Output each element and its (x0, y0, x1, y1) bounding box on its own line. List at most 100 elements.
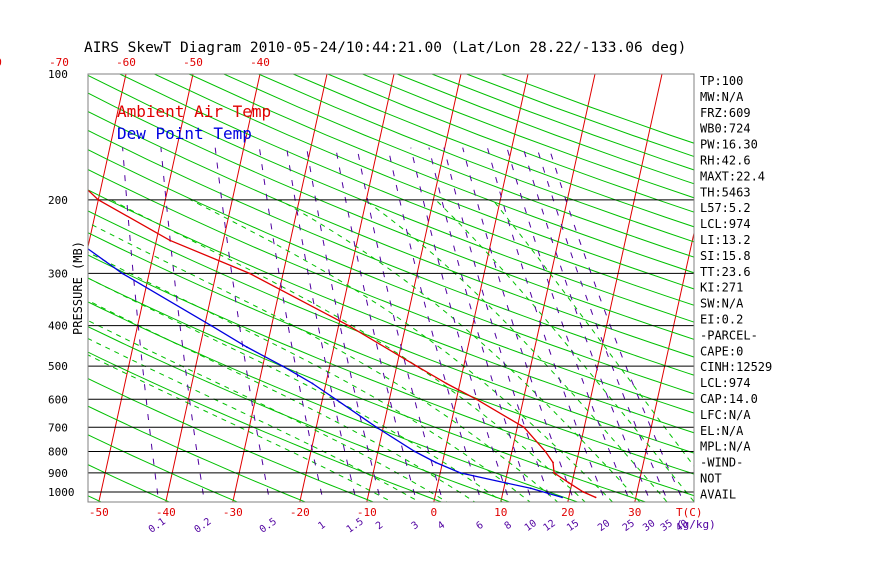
index-entry: WB0:724 (700, 122, 751, 136)
ambient-air-temp-point (523, 426, 525, 428)
dew-point-temp-point (335, 398, 337, 400)
dew-point-temp-point (561, 497, 563, 499)
dew-point-temp-point (246, 346, 248, 348)
top-temp-tick-label: -40 (250, 56, 270, 69)
ambient-air-temp-point (568, 482, 570, 484)
dry-adiabat-line (171, 34, 870, 510)
isotherm-line (834, 33, 870, 509)
dew-point-temp-point (312, 383, 314, 385)
mixing-ratio-tick-label: 1 (316, 520, 327, 532)
indices-panel: TP:100MW:N/AFRZ:609WB0:724PW:16.30RH:42.… (700, 74, 772, 501)
dry-adiabat-line (0, 34, 599, 510)
top-temp-tick-label: -80 (0, 56, 2, 69)
index-entry: LFC:N/A (700, 408, 751, 422)
mixing-ratio-tick-label: 4 (436, 520, 447, 532)
mixing-ratio-line (307, 148, 383, 510)
mixing-ratio-line (411, 148, 512, 510)
top-temp-tick-label: -70 (49, 56, 69, 69)
chart-title: AIRS SkewT Diagram 2010-05-24/10:44:21.0… (84, 40, 686, 56)
dry-adiabat-line (0, 34, 668, 510)
pressure-tick-label: 100 (48, 68, 68, 81)
ambient-air-temp-point (552, 462, 554, 464)
mixing-ratio-tick-label: 25 (621, 518, 637, 534)
mixing-ratio-tick-label: 20 (596, 518, 612, 534)
bottom-temp-tick-label: 30 (628, 506, 641, 519)
mixing-ratio-tick-label: 1.5 (345, 516, 366, 535)
index-entry: CAP:14.0 (700, 392, 758, 406)
index-entry: LCL:974 (700, 376, 751, 390)
mixing-ratio-tick-label: 0.1 (147, 516, 168, 535)
pressure-tick-label: 800 (48, 445, 68, 458)
legend-entry: Dew Point Temp (117, 124, 252, 143)
index-entry: TP:100 (700, 74, 743, 88)
mixing-ratio-tick-label: 30 (641, 518, 657, 534)
pressure-tick-label: 700 (48, 421, 68, 434)
ambient-air-temp-point (97, 199, 99, 201)
index-entry: EL:N/A (700, 424, 744, 438)
dew-point-temp-point (44, 199, 46, 201)
mixing-ratio-tick-label: 2 (374, 520, 385, 532)
ambient-air-temp-point (348, 325, 350, 327)
bottom-temp-tick-label: 20 (561, 506, 574, 519)
pressure-tick-label: 400 (48, 320, 68, 333)
dew-point-temp-point (376, 426, 378, 428)
isotherm-line (298, 33, 403, 509)
bottom-temp-tick-label: -30 (223, 506, 243, 519)
mixing-ratio-axis-label: (g/kg) (676, 518, 716, 531)
index-entry: SW:N/A (700, 297, 744, 311)
pressure-tick-label: 200 (48, 194, 68, 207)
ambient-air-temp-point (583, 491, 585, 493)
index-entry: AVAIL (700, 487, 736, 501)
mixing-ratio-line (429, 148, 535, 510)
mixing-ratio-line (463, 148, 578, 510)
pressure-tick-label: 300 (48, 267, 68, 280)
moist-adiabat-line (493, 200, 727, 510)
index-entry: TH:5463 (700, 185, 751, 199)
ambient-air-temp-point (249, 273, 251, 275)
ambient-air-temp-point (42, 147, 44, 149)
dew-point-temp-point (75, 239, 77, 241)
bottom-temp-tick-label: 0 (430, 506, 437, 519)
dew-point-temp-point (2, 147, 4, 149)
mixing-ratio-tick-label: 15 (565, 518, 581, 534)
isotherm-line (0, 33, 1, 509)
mixing-ratio-tick-label: 10 (523, 518, 539, 534)
index-entry: KI:271 (700, 281, 743, 295)
moist-adiabat-line (44, 200, 566, 510)
moist-adiabat-line (0, 200, 432, 510)
bottom-temp-tick-label: 10 (494, 506, 507, 519)
dry-adiabat-line (334, 34, 870, 510)
index-entry: FRZ:609 (700, 106, 751, 120)
index-entry: -PARCEL- (700, 328, 758, 342)
mixing-ratio-tick-label: 6 (474, 520, 485, 532)
top-temp-tick-label: -50 (183, 56, 203, 69)
mixing-ratio-tick-label: 0.5 (258, 516, 279, 535)
mixing-ratio-tick-label: 35 (659, 518, 675, 534)
y-axis-label: PRESSURE (MB) (71, 241, 85, 335)
dew-point-temp-point (282, 365, 284, 367)
moist-adiabat-line (0, 200, 459, 510)
ambient-air-temp-point (416, 365, 418, 367)
ambient-air-temp-point (446, 383, 448, 385)
pressure-tick-label: 900 (48, 467, 68, 480)
dry-adiabat-line (203, 34, 870, 510)
mixing-ratio-line (161, 148, 206, 510)
isotherm-line (767, 33, 870, 509)
isotherm-line (432, 33, 537, 509)
pressure-tick-label: 600 (48, 393, 68, 406)
ambient-air-temp-point (169, 239, 171, 241)
mixing-ratio-line (259, 148, 325, 510)
index-entry: MPL:N/A (700, 440, 751, 454)
index-entry: SI:15.8 (700, 249, 751, 263)
index-entry: MAXT:22.4 (700, 169, 765, 183)
index-entry: L57:5.2 (700, 201, 751, 215)
index-entry: MW:N/A (700, 90, 744, 104)
mixing-ratio-tick-label: 3 (410, 520, 421, 532)
ambient-air-temp-point (545, 451, 547, 453)
mixing-ratio-line (507, 148, 633, 510)
index-entry: PW:16.30 (700, 138, 758, 152)
ambient-air-temp-point (595, 497, 597, 499)
